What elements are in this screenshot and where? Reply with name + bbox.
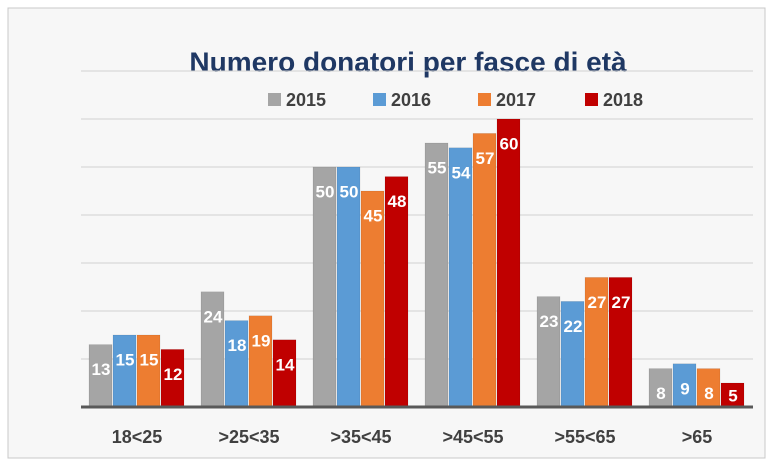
data-label: 23 xyxy=(540,312,559,331)
data-label: 8 xyxy=(704,384,713,403)
data-label: 55 xyxy=(428,158,447,177)
data-label: 27 xyxy=(588,293,607,312)
data-label: 18 xyxy=(228,336,247,355)
x-tick-label: >45<55 xyxy=(442,427,503,447)
legend-label: 2015 xyxy=(286,90,326,110)
legend-label: 2018 xyxy=(603,90,643,110)
data-label: 5 xyxy=(728,386,737,405)
data-label: 9 xyxy=(680,379,689,398)
bar xyxy=(336,166,361,408)
x-tick-label: >55<65 xyxy=(554,427,615,447)
data-label: 15 xyxy=(116,350,135,369)
x-tick-label: >35<45 xyxy=(330,427,391,447)
legend-label: 2017 xyxy=(496,90,536,110)
bar xyxy=(472,133,497,408)
data-label: 12 xyxy=(164,365,183,384)
x-tick-label: 18<25 xyxy=(112,427,163,447)
data-label: 22 xyxy=(564,317,583,336)
data-label: 54 xyxy=(452,163,471,182)
data-label: 50 xyxy=(316,182,335,201)
x-tick-label: >25<35 xyxy=(218,427,279,447)
bar xyxy=(312,166,337,408)
legend-swatch xyxy=(373,93,386,106)
x-tick-label: >65 xyxy=(682,427,713,447)
legend-swatch xyxy=(478,93,491,106)
bar xyxy=(136,334,161,408)
data-label: 8 xyxy=(656,384,665,403)
bar xyxy=(448,147,473,408)
bar xyxy=(496,118,521,408)
data-label: 24 xyxy=(204,307,223,326)
data-label: 27 xyxy=(612,293,631,312)
bar xyxy=(112,334,137,408)
bar xyxy=(424,142,449,408)
bar xyxy=(384,176,409,408)
data-label: 45 xyxy=(364,206,383,225)
data-label: 13 xyxy=(92,360,111,379)
legend-swatch xyxy=(585,93,598,106)
data-label: 60 xyxy=(500,134,519,153)
legend-swatch xyxy=(268,93,281,106)
data-label: 19 xyxy=(252,331,271,350)
data-label: 15 xyxy=(140,350,159,369)
bar xyxy=(248,315,273,408)
bar xyxy=(224,320,249,408)
chart-title: Numero donatori per fasce di età xyxy=(189,46,627,77)
data-label: 14 xyxy=(276,355,295,374)
data-label: 48 xyxy=(388,192,407,211)
data-label: 50 xyxy=(340,182,359,201)
legend-label: 2016 xyxy=(391,90,431,110)
data-label: 57 xyxy=(476,149,495,168)
